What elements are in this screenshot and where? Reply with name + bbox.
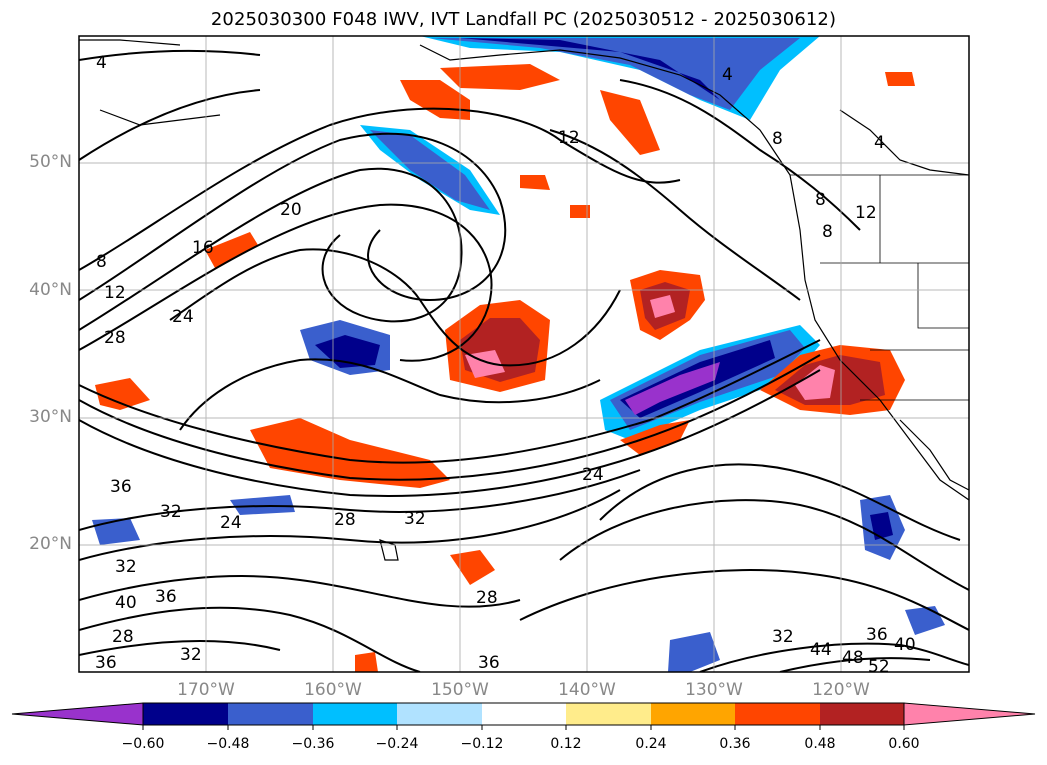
lat-label: 20°N	[29, 534, 72, 554]
boundary-layer	[790, 174, 969, 401]
lon-label: 120°W	[812, 680, 870, 700]
contour-label: 28	[334, 510, 356, 530]
colorbar-tick-label: −0.60	[121, 736, 165, 752]
contour-label: 32	[404, 509, 426, 529]
colorbar-extend-left	[11, 702, 144, 726]
contour-labels: 4 12 4 8 4 20 16 8 8 12 8 12 24 28 24 36…	[95, 53, 916, 677]
colorbar-segment	[482, 703, 566, 725]
contour-label: 32	[180, 645, 202, 665]
contour-label: 32	[115, 557, 137, 577]
colorbar-tick-label: −0.36	[291, 736, 335, 752]
colorbar	[11, 702, 1036, 730]
contour-label: 36	[155, 587, 177, 607]
contour-label: 40	[115, 593, 137, 613]
colorbar-segment	[651, 703, 735, 725]
lon-label: 140°W	[558, 680, 616, 700]
colorbar-segment	[566, 703, 651, 725]
lat-label: 40°N	[29, 280, 72, 300]
contour-label: 12	[558, 128, 580, 148]
contour-label: 36	[866, 625, 888, 645]
contour-label: 28	[104, 328, 126, 348]
contour-label: 24	[220, 513, 242, 533]
colorbar-extend-right	[903, 702, 1036, 726]
contour-label: 8	[772, 129, 783, 149]
contour-label: 44	[810, 640, 832, 660]
colorbar-tick-label: 0.24	[635, 736, 667, 752]
contour-label: 32	[772, 627, 794, 647]
colorbar-segment	[143, 703, 228, 725]
contour-label: 8	[96, 252, 107, 272]
gridlines	[79, 36, 969, 672]
iwv-contour-layer	[79, 49, 969, 672]
map-title: 2025030300 F048 IWV, IVT Landfall PC (20…	[210, 9, 837, 30]
lon-label: 150°W	[431, 680, 489, 700]
lat-label: 30°N	[29, 407, 72, 427]
colorbar-tick-label: 0.60	[888, 736, 920, 752]
contour-label: 8	[815, 190, 826, 210]
contour-label: 4	[874, 133, 885, 153]
colorbar-tick-label: 0.48	[804, 736, 836, 752]
colorbar-tick-label: −0.48	[206, 736, 250, 752]
contour-label: 24	[172, 307, 194, 327]
contour-label: 28	[476, 588, 498, 608]
colorbar-tick-label: 0.36	[719, 736, 751, 752]
contour-label: 28	[112, 627, 134, 647]
colorbar-tick-label: 0.12	[550, 736, 582, 752]
contour-label: 52	[868, 657, 890, 677]
lon-label: 160°W	[304, 680, 362, 700]
colorbar-segment	[313, 703, 397, 725]
contour-label: 32	[160, 502, 182, 522]
contour-label: 36	[95, 653, 117, 673]
contour-label: 16	[192, 238, 214, 258]
colorbar-segment	[228, 703, 313, 725]
contour-label: 36	[478, 653, 500, 673]
contour-label: 4	[96, 53, 107, 73]
colorbar-segment	[735, 703, 820, 725]
lon-label: 130°W	[685, 680, 743, 700]
contour-label: 36	[110, 477, 132, 497]
colorbar-segment	[820, 703, 904, 725]
contour-label: 8	[822, 222, 833, 242]
colorbar-tick-label: −0.12	[460, 736, 504, 752]
contour-label: 20	[280, 200, 302, 220]
contour-label: 12	[104, 283, 126, 303]
lon-label: 170°W	[177, 680, 235, 700]
colorbar-segment	[397, 703, 482, 725]
map-frame	[78, 35, 970, 673]
lat-label: 50°N	[29, 152, 72, 172]
contour-label: 12	[855, 203, 877, 223]
contour-label: 48	[842, 648, 864, 668]
contour-label: 4	[722, 65, 733, 85]
colorbar-tick-label: −0.24	[375, 736, 419, 752]
pc-shading-layer	[92, 36, 945, 672]
contour-label: 40	[894, 635, 916, 655]
contour-label: 24	[582, 465, 604, 485]
